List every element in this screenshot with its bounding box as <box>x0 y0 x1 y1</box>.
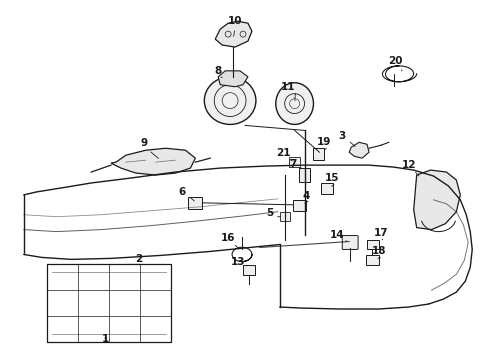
Text: 13: 13 <box>231 257 245 267</box>
Text: 9: 9 <box>140 138 147 148</box>
Bar <box>243 265 255 275</box>
Bar <box>189 197 202 209</box>
Text: 5: 5 <box>266 208 273 218</box>
Bar <box>321 183 333 194</box>
Text: 3: 3 <box>339 131 346 141</box>
Text: 7: 7 <box>289 159 296 169</box>
Bar <box>298 168 311 182</box>
Text: 8: 8 <box>215 66 222 76</box>
Text: 14: 14 <box>330 230 344 239</box>
Text: 18: 18 <box>372 247 386 256</box>
Text: 11: 11 <box>280 82 295 92</box>
Polygon shape <box>414 170 460 230</box>
Text: 10: 10 <box>228 16 243 26</box>
Text: 1: 1 <box>101 334 109 344</box>
Bar <box>289 157 299 167</box>
Text: 21: 21 <box>276 148 291 158</box>
Polygon shape <box>218 71 248 87</box>
Text: 16: 16 <box>221 233 235 243</box>
Bar <box>280 212 290 221</box>
Text: 12: 12 <box>401 160 416 170</box>
Text: 15: 15 <box>325 173 340 183</box>
Ellipse shape <box>204 77 256 125</box>
Text: 19: 19 <box>317 137 332 147</box>
Polygon shape <box>349 142 369 158</box>
FancyBboxPatch shape <box>342 235 358 249</box>
Bar <box>47 264 171 342</box>
Text: 4: 4 <box>303 191 310 201</box>
Text: 2: 2 <box>135 255 143 264</box>
Bar <box>293 200 306 211</box>
Bar <box>314 148 324 160</box>
Text: 6: 6 <box>179 187 186 197</box>
Bar <box>367 239 379 249</box>
Polygon shape <box>215 21 252 47</box>
Bar <box>366 255 379 265</box>
Text: 20: 20 <box>389 56 403 66</box>
Text: 17: 17 <box>374 228 388 238</box>
Ellipse shape <box>276 83 314 125</box>
Polygon shape <box>111 148 196 175</box>
